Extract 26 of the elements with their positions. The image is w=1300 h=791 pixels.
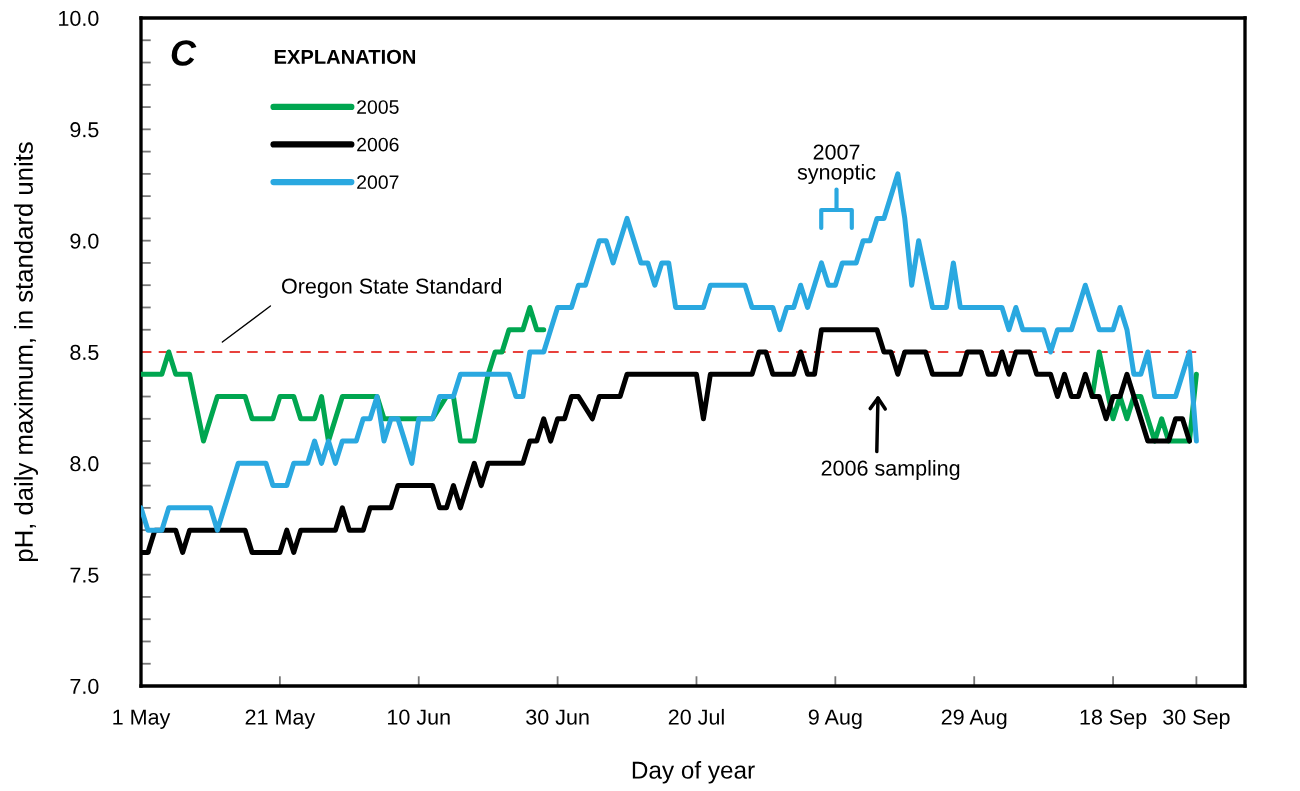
x-tick-label: 9 Aug [808,709,862,729]
x-tick-label: 1 May [113,709,171,729]
x-tick-label: 20 Jul [668,708,724,725]
x-tick-label: 18 Sep [1080,709,1147,729]
legend-label: 2007 [357,175,399,190]
x-tick-label: 30 Sep [1163,709,1230,729]
annotation: 2006 sampling [821,459,960,480]
y-tick-label: 9.0 [70,233,99,249]
y-tick-label: 8.5 [70,344,99,361]
ref-line-label: Oregon State Standard [282,277,502,299]
y-tick-label: 7.5 [70,567,99,583]
x-tick-label: 29 Aug [941,709,1007,729]
legend-label: 2006 [357,137,399,152]
legend-label: 2005 [357,100,399,114]
y-tick-label: 9.5 [70,122,99,138]
y-tick-label: 8.0 [70,456,99,472]
x-tick-label: 21 May [245,709,316,729]
y-axis-title: pH, daily maximum, in standard units [14,142,38,561]
x-tick-label: 10 Jun [388,709,450,725]
x-axis-title: Day of year [632,760,755,784]
annotation: C [171,40,197,66]
annotation: 2007 synoptic [797,144,876,184]
x-tick-label: 30 Jun [526,709,589,725]
y-tick-label: 10.0 [59,10,99,27]
y-tick-label: 7.0 [70,678,99,695]
legend-title: EXPLANATION [274,49,416,64]
